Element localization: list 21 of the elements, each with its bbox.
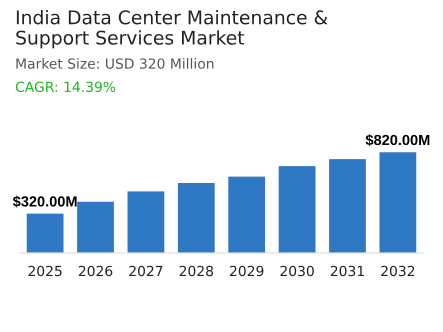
x-tick-label: 2031 — [330, 266, 364, 276]
x-tick-label: 2028 — [180, 266, 214, 276]
x-tick-label: 2026 — [78, 266, 112, 276]
x-tick-label: 2030 — [280, 266, 314, 276]
text: CAGR: 14.39% — [16, 82, 116, 92]
bar — [379, 152, 416, 253]
x-tick-label: 2025 — [28, 266, 62, 276]
bar — [77, 202, 114, 253]
bar — [26, 214, 64, 253]
bar — [329, 159, 366, 253]
data-label: $320.00M — [12, 196, 77, 208]
chart-subtitle: Market Size: USD 320 Million — [16, 58, 214, 69]
bar — [178, 183, 215, 253]
x-tick-label: 2032 — [381, 266, 414, 276]
bar — [228, 176, 266, 253]
x-tick-label: 2027 — [129, 266, 162, 276]
chart-title: India Data Center Maintenance & Support Services Market — [16, 10, 328, 48]
bar — [278, 166, 316, 253]
bar — [128, 191, 164, 253]
x-tick-label: 2029 — [230, 266, 264, 276]
data-label: $820.00M — [366, 134, 430, 146]
